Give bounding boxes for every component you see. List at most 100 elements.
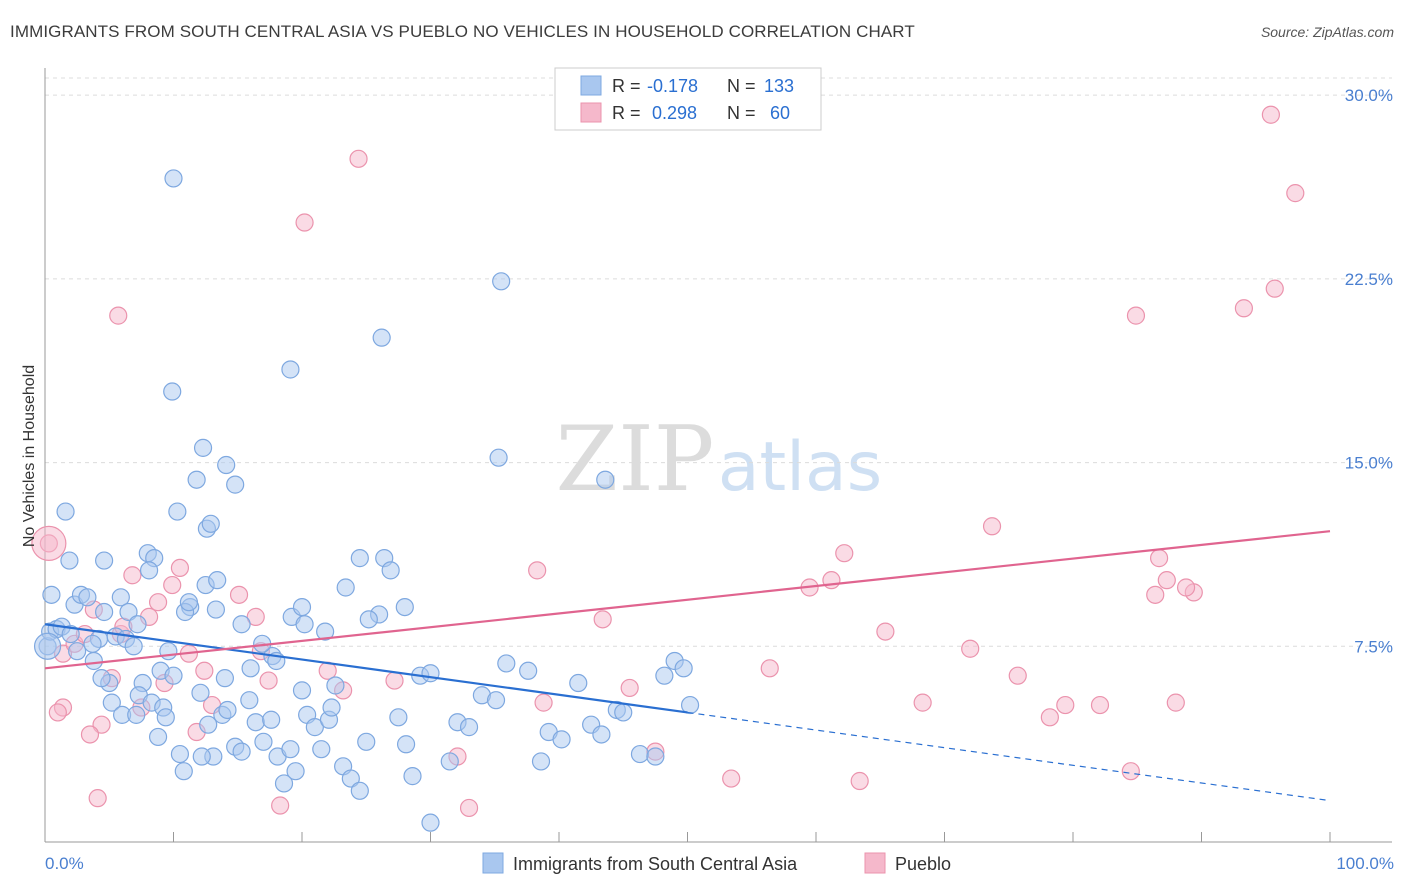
pueblo-point (148, 593, 168, 612)
immigrants-point (350, 781, 369, 800)
immigrants-point (240, 691, 259, 710)
immigrants-point (281, 740, 300, 759)
gridlines (45, 77, 1392, 647)
immigrants-point (61, 624, 80, 644)
legend-swatch-immigrants (482, 852, 504, 874)
x-tick-label-max: 100.0% (1336, 854, 1394, 873)
pueblo-point (850, 771, 869, 791)
legend-swatch-pueblo (864, 852, 886, 874)
immigrants-point (395, 597, 414, 617)
immigrants-point (163, 382, 182, 401)
chart-title: IMMIGRANTS FROM SOUTH CENTRAL ASIA VS PU… (10, 22, 915, 41)
pueblo-point (620, 678, 639, 698)
immigrants-point (179, 593, 199, 612)
immigrants-point (674, 659, 693, 678)
immigrants-point (84, 651, 103, 671)
immigrants-point (519, 661, 538, 680)
immigrants-point (102, 693, 121, 712)
immigrants-point (208, 571, 227, 590)
immigrants-point (292, 597, 312, 617)
pueblo-point (913, 693, 932, 712)
axes (44, 68, 1392, 843)
pueblo-point (1234, 299, 1254, 318)
legend-r-value-1: -0.178 (647, 76, 698, 96)
immigrants-point (630, 744, 650, 764)
pueblo-point (48, 703, 67, 722)
immigrants-point (492, 272, 511, 291)
immigrants-point (592, 725, 611, 744)
y-tick-label: 15.0% (1345, 454, 1393, 473)
immigrants-point (159, 642, 178, 661)
immigrants-point (569, 673, 588, 693)
pueblo-point (835, 544, 854, 563)
pueblo-point (170, 558, 190, 578)
immigrants-point (168, 502, 187, 521)
immigrants-point (305, 718, 324, 737)
pueblo-point (1056, 695, 1075, 715)
immigrants-point (206, 600, 226, 619)
immigrants-point (164, 169, 183, 188)
pueblo-point (349, 149, 368, 168)
pueblo-point (722, 769, 741, 788)
immigrants-point (128, 615, 147, 634)
immigrants-point (459, 718, 479, 737)
pueblo-point (195, 661, 214, 680)
y-tick-labels: 7.5% 15.0% 22.5% 30.0% (1345, 86, 1393, 656)
immigrants-point-large (33, 632, 62, 660)
legend-n-label-2: N = (727, 103, 756, 123)
pueblo-point (259, 671, 278, 690)
trend-lines (44, 530, 1331, 802)
legend-n-label-1: N = (727, 76, 756, 96)
pueblo-point (271, 796, 290, 815)
y-tick-label: 30.0% (1345, 86, 1393, 105)
immigrants-point (421, 664, 440, 683)
immigrants-point (552, 730, 571, 749)
immigrants-point (421, 813, 440, 832)
pueblo-point (1166, 693, 1185, 712)
pueblo-point (163, 575, 182, 595)
immigrants-point (139, 561, 159, 580)
pueblo-point (1090, 695, 1110, 715)
immigrants-trend-line (44, 623, 688, 714)
immigrants-point (312, 740, 331, 759)
immigrants-point (254, 732, 273, 751)
pueblo-point (295, 213, 314, 232)
immigrants-point (341, 769, 360, 788)
immigrants-point (316, 622, 335, 641)
immigrants-point (326, 676, 345, 695)
pueblo-point (1286, 184, 1305, 203)
immigrants-point (614, 703, 633, 722)
legend-r-label-2: R = (612, 103, 641, 123)
immigrants-trend-extension (687, 711, 1331, 802)
immigrants-point (359, 610, 378, 629)
immigrants-point (148, 727, 168, 747)
stats-legend: R = -0.178 N = 133 R = 0.298 N = 60 (554, 67, 822, 131)
pueblo-point (593, 610, 612, 629)
immigrants-point (191, 683, 210, 702)
pueblo-point (1176, 578, 1196, 597)
immigrants-point (193, 438, 213, 457)
legend-n-value-2: 60 (770, 103, 790, 123)
immigrants-point (127, 705, 146, 724)
pueblo-point (982, 517, 1002, 536)
pueblo-point (760, 659, 779, 678)
immigrants-point (226, 475, 245, 494)
pueblo-point (876, 622, 895, 641)
immigrants-point (381, 561, 400, 580)
pueblo-point (1261, 105, 1280, 124)
immigrants-point (680, 695, 700, 715)
immigrants-point (286, 762, 305, 781)
immigrants-point (389, 708, 408, 727)
legend-swatch-pink (580, 102, 602, 123)
pueblo-point (528, 561, 547, 580)
immigrants-point (164, 666, 183, 685)
immigrants-point (218, 700, 237, 720)
immigrants-point (170, 744, 190, 764)
immigrants-point (201, 514, 220, 533)
immigrants-point (92, 669, 111, 688)
y-axis-label: No Vehicles in Household (21, 365, 38, 547)
immigrants-point (60, 551, 79, 570)
immigrants-point (68, 642, 87, 661)
immigrants-point (655, 666, 674, 685)
